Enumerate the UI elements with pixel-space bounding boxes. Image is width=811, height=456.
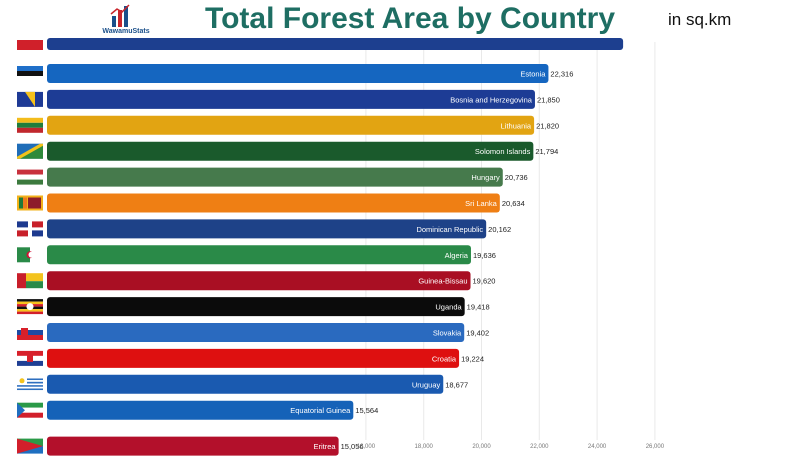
bar-category-label: Estonia [520,70,546,79]
wawamustats-logo: WawamuStats [96,4,156,38]
bosnia-flag [17,91,43,107]
unit-label: in sq.km [668,10,732,29]
bar-chart-logo-icon [110,4,130,27]
sri-lanka-flag [17,195,43,211]
dominican-republic-flag [17,221,43,237]
bar-category-label: Algeria [445,251,469,260]
guinea-bissau-flag [17,273,43,289]
bar-value-label: 19,402 [466,329,489,338]
equatorial-guinea-flag [17,402,43,418]
bar-value-label: 21,820 [536,121,559,130]
bar-value-label: 18,677 [445,380,468,389]
bar-value-label: 21,794 [535,147,558,156]
slovakia-flag [17,325,43,340]
bar-category-label: Lithuania [501,121,532,130]
x-tick-label: 24,000 [588,444,607,450]
bar-category-label: Uganda [435,303,462,312]
bar-value-label: 20,736 [505,173,528,182]
bar-value-label: 22,316 [550,70,573,79]
red-flag [17,40,43,50]
x-axis: 16,000 18,000 20,000 22,000 24,000 26,000 [357,444,665,450]
uruguay-flag [17,376,43,392]
x-tick-label: 16,000 [357,444,376,450]
bar-value-label: 21,850 [537,95,560,104]
croatia-flag [17,350,43,366]
bar [47,323,465,342]
bar [47,245,471,265]
bar [47,167,503,187]
bar [47,348,460,368]
bar [47,436,339,456]
bar-value-label: 19,620 [473,277,496,286]
bar-value-label: 15,564 [355,406,378,415]
x-tick-label: 20,000 [472,444,491,450]
estonia-flag [17,66,43,81]
bar-category-label: Croatia [432,354,457,363]
bar [47,374,444,394]
bar-category-label: Slovakia [433,329,462,338]
bar [47,115,535,135]
bar-value-label: 20,634 [502,199,525,208]
bar [47,64,549,83]
bar [47,193,500,213]
logo-text: WawamuStats [102,28,150,35]
solomon-islands-flag [17,143,43,159]
bar-value-label: 15,056 [341,442,364,451]
bar-category-label: Guinea-Bissau [418,277,467,286]
hungary-flag [17,169,43,185]
uganda-flag [17,299,43,315]
algeria-flag [17,247,43,263]
chart-title: Total Forest Area by Country [204,2,616,35]
x-tick-label: 22,000 [530,444,549,450]
bar [47,38,624,50]
bar-category-label: Hungary [471,173,500,182]
bars: Estonia 22,316 Bosnia and Herzegovina 21,85… [17,38,624,456]
bar-category-label: Eritrea [314,442,337,451]
bar-category-label: Bosnia and Herzegovina [450,95,533,104]
x-tick-label: 18,000 [415,444,434,450]
bar [47,297,465,317]
bar-category-label: Dominican Republic [416,225,483,234]
bar [47,141,534,161]
bar-value-label: 20,162 [488,225,511,234]
bar-category-label: Sri Lanka [465,199,498,208]
eritrea-flag [17,438,43,454]
bar [47,89,535,109]
bar-category-label: Uruguay [412,380,441,389]
bar-value-label: 19,224 [461,354,484,363]
bar-value-label: 19,418 [467,303,490,312]
lithuania-flag [17,117,43,133]
bar [47,271,471,291]
bar-category-label: Equatorial Guinea [290,406,351,415]
bar-value-label: 19,636 [473,251,496,260]
bar-category-label: Solomon Islands [475,147,531,156]
bar [47,400,354,420]
x-tick-label: 26,000 [646,444,665,450]
bar [47,219,487,239]
